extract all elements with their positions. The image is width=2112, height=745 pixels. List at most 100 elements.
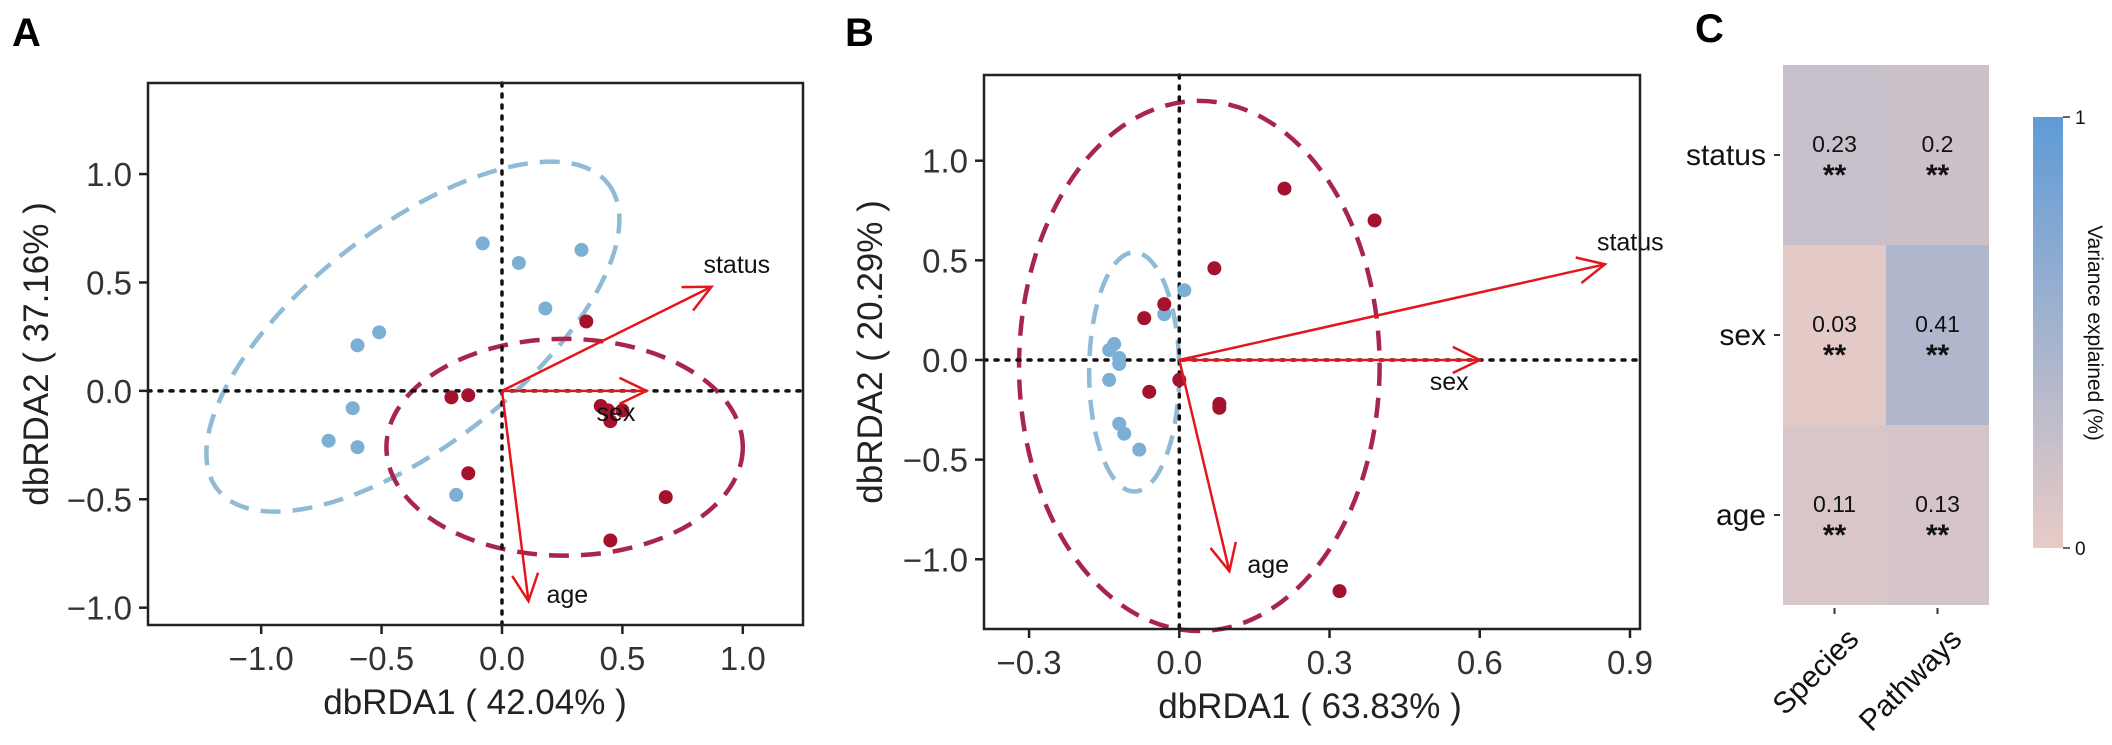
panel-a-y-axis-title: dbRDA2 ( 37.16% ) xyxy=(17,202,56,505)
panel-b-y-axis-title: dbRDA2 ( 20.29% ) xyxy=(851,200,890,503)
panel-a-point-group1-5 xyxy=(372,325,387,340)
panel-a-letter: A xyxy=(12,11,41,55)
heatmap-cell-value: 0.2 xyxy=(1922,131,1954,157)
heatmap-cell-value: 0.23 xyxy=(1812,131,1857,157)
panel-b-point-group2-3 xyxy=(1207,261,1222,276)
heatmap-row-label-age: age xyxy=(1716,499,1766,532)
panel-b-points xyxy=(1102,181,1382,599)
panel-a-x-tick-label: 1.0 xyxy=(720,640,766,677)
panel-a-point-group2-1 xyxy=(579,314,594,329)
panel-a-point-group2-8 xyxy=(461,466,476,481)
panel-a-points xyxy=(321,236,673,548)
panel-b-x-tick-label: 0.3 xyxy=(1307,644,1353,681)
panel-b-point-group1-7 xyxy=(1102,372,1117,387)
panel-b-y-tick-label: −1.0 xyxy=(903,541,968,578)
panel-b-point-group2-1 xyxy=(1277,181,1292,196)
heatmap-cell-significance: ** xyxy=(1823,519,1847,552)
panel-a-y-tick-label: 1.0 xyxy=(86,156,132,193)
panel-a-ordination-plot: status sex age −1.0 −0.5 0.0 0.5 1.0 −1.0 −0.5 0… xyxy=(17,81,805,722)
panel-b-vector-status xyxy=(1179,263,1606,362)
panel-a-vectors: status sex age xyxy=(500,251,770,609)
heatmap-cell xyxy=(1783,425,1886,605)
heatmap-cell-significance: ** xyxy=(1926,339,1950,372)
heatmap-cell xyxy=(1886,425,1989,605)
heatmap-cell-significance: ** xyxy=(1823,339,1847,372)
panel-a-y-tick-label: 0.0 xyxy=(86,373,132,410)
panel-a-vector-status-arrowhead xyxy=(681,285,715,312)
panel-b-point-group1-9 xyxy=(1117,426,1132,441)
panel-a-x-tick-label: 0.0 xyxy=(479,640,525,677)
panel-a-x-axis: −1.0 −0.5 0.0 0.5 1.0 xyxy=(229,625,766,677)
heatmap-cell xyxy=(1783,65,1886,245)
heatmap-row-label-sex: sex xyxy=(1719,319,1766,352)
panel-b-y-axis: −1.0 −0.5 0.0 0.5 1.0 xyxy=(903,143,984,578)
panel-a-point-group1-7 xyxy=(345,401,360,416)
panel-c-letter: C xyxy=(1695,7,1724,51)
panel-a-frame xyxy=(146,81,805,627)
panel-b-vector-sex-arrowhead xyxy=(1452,345,1483,375)
panel-a-x-tick-label: −1.0 xyxy=(229,640,294,677)
panel-a-vector-label-age: age xyxy=(546,581,588,609)
panel-a-point-group1-3 xyxy=(574,242,589,257)
panel-a-point-group1-8 xyxy=(321,433,336,448)
panel-a-y-tick-label: −1.0 xyxy=(67,590,132,627)
panel-b-vector-label-status: status xyxy=(1597,228,1664,256)
panel-b-frame xyxy=(982,73,1642,631)
panel-b-point-group1-2 xyxy=(1157,307,1172,322)
colorbar-min-label: 0 xyxy=(2075,539,2086,560)
heatmap-row-label-status: status xyxy=(1686,139,1766,172)
heatmap-cell-value: 0.11 xyxy=(1813,491,1856,517)
panel-a-y-tick-label: 0.5 xyxy=(86,264,132,301)
panel-b-point-group2-10 xyxy=(1332,584,1347,599)
heatmap-cell-value: 0.41 xyxy=(1915,311,1960,337)
panel-b-y-tick-label: 0.5 xyxy=(922,242,968,279)
heatmap-cell xyxy=(1886,65,1989,245)
panel-b-vector-status-arrowhead xyxy=(1575,256,1608,284)
panel-b-x-axis-title: dbRDA1 ( 63.83% ) xyxy=(1158,687,1461,726)
panel-a-point-group2-10 xyxy=(603,533,618,548)
panel-a-point-group2-7 xyxy=(615,403,630,418)
panel-b-vector-label-sex: sex xyxy=(1430,368,1469,396)
panel-a-point-group1-6 xyxy=(350,338,365,353)
panel-a-x-axis-title: dbRDA1 ( 42.04% ) xyxy=(323,683,626,722)
panel-a-point-group1-2 xyxy=(511,255,526,270)
panel-b-point-group2-4 xyxy=(1157,297,1172,312)
heatmap-column-label-species: Species xyxy=(1767,623,1866,722)
panel-b-vectors: status sex age xyxy=(1178,228,1664,579)
panel-a-ellipse-1 xyxy=(204,159,622,514)
heatmap-cell-value: 0.03 xyxy=(1812,311,1857,337)
colorbar xyxy=(2033,117,2063,548)
panel-a-point-group2-5 xyxy=(600,403,615,418)
panel-a-ellipses xyxy=(204,159,746,558)
colorbar-title: Variance explained (%) xyxy=(2083,225,2106,441)
panel-b-point-group1-10 xyxy=(1132,442,1147,457)
heatmap-cell-significance: ** xyxy=(1926,519,1950,552)
panel-b-point-group1-1 xyxy=(1177,283,1192,298)
panel-a-vector-age-arrowhead xyxy=(511,572,540,605)
panel-a-point-group1-1 xyxy=(475,236,490,251)
panel-a-point-group2-2 xyxy=(444,390,459,405)
heatmap-column-label-pathways: Pathways xyxy=(1853,623,1968,738)
panel-b-point-group2-6 xyxy=(1142,384,1157,399)
panel-b-point-group1-6 xyxy=(1112,356,1127,371)
panel-b-point-group2-5 xyxy=(1137,311,1152,326)
heatmap-cell xyxy=(1886,245,1989,425)
panel-a-x-tick-label: 0.5 xyxy=(599,640,645,677)
heatmap-cell-value: 0.13 xyxy=(1915,491,1960,517)
panel-b-vector-label-age: age xyxy=(1247,551,1289,579)
panel-b-x-tick-label: 0.6 xyxy=(1457,644,1503,681)
panel-b-point-group1-4 xyxy=(1102,343,1117,358)
panel-b-ellipse-2 xyxy=(1016,98,1382,634)
panel-b-vector-age-arrowhead xyxy=(1209,541,1238,575)
panel-a-y-tick-label: −0.5 xyxy=(67,481,132,518)
panel-a-reference-lines xyxy=(146,81,805,627)
heatmap-cell-significance: ** xyxy=(1926,159,1950,192)
panel-a-y-axis: −1.0 −0.5 0.0 0.5 1.0 xyxy=(67,156,148,627)
panel-b-ellipses xyxy=(1016,98,1382,634)
panel-a-vector-age xyxy=(500,390,530,602)
panel-a-point-group2-3 xyxy=(461,388,476,403)
panel-a-vector-status xyxy=(501,285,713,392)
heatmap-cell-significance: ** xyxy=(1823,159,1847,192)
panel-b-ordination-plot: status sex age −0.3 0.0 0.3 0.6 0.9 −1.0 −0.5 0.… xyxy=(851,73,1664,726)
